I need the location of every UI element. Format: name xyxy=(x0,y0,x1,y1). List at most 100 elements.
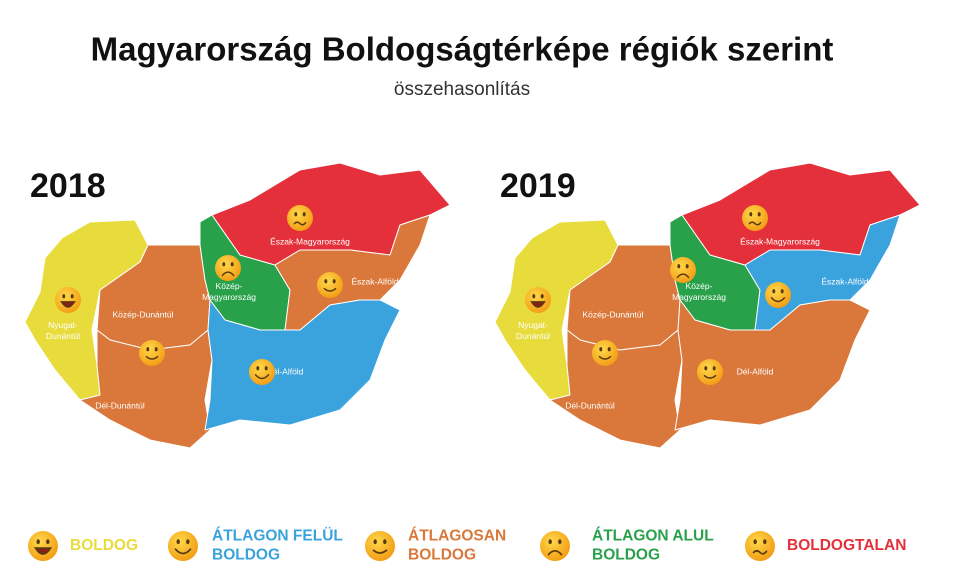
legend-label: BOLDOG xyxy=(592,547,660,564)
eye xyxy=(558,539,562,545)
mouth xyxy=(372,549,388,554)
face xyxy=(139,340,165,366)
legend-label: BOLDOGTALAN xyxy=(787,537,906,554)
face-icon xyxy=(365,531,395,561)
mouth xyxy=(33,547,53,555)
region-label: Dunántúl xyxy=(516,331,550,341)
face xyxy=(287,205,313,231)
mouth xyxy=(323,287,337,292)
region-label: Dél-Dunántúl xyxy=(95,400,145,410)
face-icon xyxy=(525,287,551,313)
mouth xyxy=(752,549,768,555)
eye xyxy=(294,212,298,217)
face-icon xyxy=(670,257,696,283)
eye xyxy=(704,366,708,371)
face xyxy=(365,531,395,561)
eye xyxy=(383,539,387,545)
face xyxy=(168,531,198,561)
eye xyxy=(753,539,757,545)
eye xyxy=(264,366,268,371)
region-label: Észak-Magyarország xyxy=(740,236,820,246)
face xyxy=(55,287,81,313)
face xyxy=(28,531,58,561)
map: 2019 Nyugat-Dunántúl Közép-Dunántúl Dél-Dun… xyxy=(494,162,921,449)
eye xyxy=(324,279,328,284)
face-icon xyxy=(697,359,723,385)
eye xyxy=(677,264,681,269)
region-label: Észak-Alföld xyxy=(821,276,869,286)
face xyxy=(745,531,775,561)
eye xyxy=(176,539,180,545)
region-label: Dunántúl xyxy=(46,331,80,341)
mouth xyxy=(221,271,235,277)
eye xyxy=(373,539,377,545)
mouth xyxy=(748,221,762,226)
eye xyxy=(62,294,66,299)
eye xyxy=(146,347,150,352)
eye xyxy=(36,539,40,545)
eye xyxy=(332,279,336,284)
eye xyxy=(763,539,767,545)
region-label: Nyugat- xyxy=(518,320,548,330)
eye xyxy=(548,539,552,545)
legend-label: BOLDOG xyxy=(408,547,476,564)
map-year: 2019 xyxy=(500,167,576,205)
eye xyxy=(230,262,234,267)
region-label: Dél-Alföld xyxy=(737,366,774,376)
face-icon xyxy=(765,282,791,308)
eye xyxy=(780,289,784,294)
legend-label: ÁTLAGON ALUL xyxy=(592,528,714,545)
mouth xyxy=(293,221,307,226)
eye xyxy=(685,264,689,269)
mouth xyxy=(598,355,612,360)
region-label: Közép- xyxy=(216,281,243,291)
face xyxy=(215,255,241,281)
eye xyxy=(256,366,260,371)
map-year: 2018 xyxy=(30,167,106,205)
face xyxy=(525,287,551,313)
region-label: Dél-Alföld xyxy=(267,366,304,376)
region-label: Dél-Dunántúl xyxy=(565,400,615,410)
eye xyxy=(749,212,753,217)
face-icon xyxy=(215,255,241,281)
region-label: Magyarország xyxy=(202,292,256,302)
face xyxy=(697,359,723,385)
face xyxy=(317,272,343,298)
eye xyxy=(186,539,190,545)
region xyxy=(674,299,871,431)
mouth xyxy=(145,355,159,360)
face-icon xyxy=(139,340,165,366)
title: Magyarország Boldogságtérképe régiók sze… xyxy=(91,31,834,68)
legend-label: ÁTLAGOSAN xyxy=(408,528,506,545)
eye xyxy=(599,347,603,352)
face-icon xyxy=(742,205,768,231)
face xyxy=(670,257,696,283)
eye xyxy=(712,366,716,371)
mouth xyxy=(770,297,786,303)
eye xyxy=(70,294,74,299)
mouth xyxy=(703,374,717,379)
eye xyxy=(46,539,50,545)
mouth xyxy=(174,548,192,555)
subtitle: összehasonlítás xyxy=(394,79,530,100)
eye xyxy=(607,347,611,352)
mouth xyxy=(60,301,76,308)
face-icon xyxy=(168,531,198,561)
legend-label: ÁTLAGON FELÜL xyxy=(212,528,343,545)
region-label: Észak-Alföld xyxy=(351,276,399,286)
eye xyxy=(540,294,544,299)
region-label: Magyarország xyxy=(672,292,726,302)
eye xyxy=(757,212,761,217)
region-label: Közép- xyxy=(686,281,713,291)
face xyxy=(742,205,768,231)
face xyxy=(249,359,275,385)
mouth xyxy=(547,549,563,556)
region xyxy=(204,299,401,431)
face xyxy=(765,282,791,308)
region-label: Közép-Dunántúl xyxy=(113,309,174,319)
face-icon xyxy=(540,531,570,561)
region-label: Észak-Magyarország xyxy=(270,236,350,246)
face-icon xyxy=(592,340,618,366)
face-icon xyxy=(28,531,58,561)
